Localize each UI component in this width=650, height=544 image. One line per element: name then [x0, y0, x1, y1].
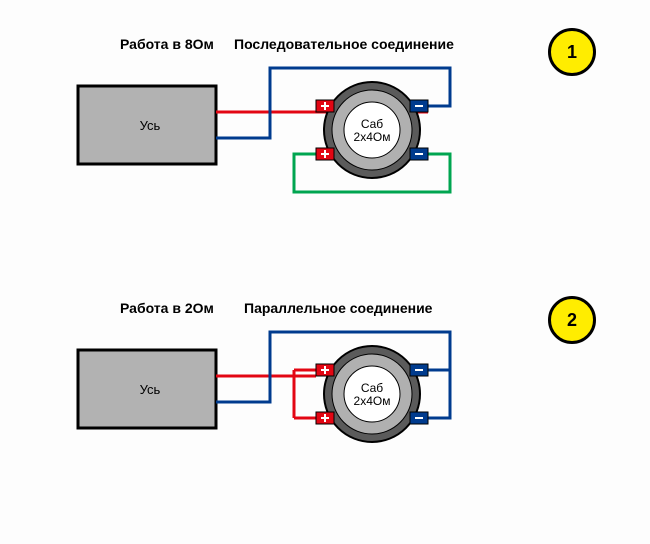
- circuit2-amp-label: Усь: [120, 382, 180, 397]
- circuit1-amp-label: Усь: [120, 118, 180, 133]
- circuit2-badge: 2: [548, 296, 596, 344]
- circuit1-badge: 1: [548, 28, 596, 76]
- circuit2-speaker-label: Саб2х4Ом: [348, 382, 396, 408]
- circuit1-title-left: Работа в 8Ом: [120, 36, 214, 52]
- circuit1-title-right: Последовательное соединение: [234, 36, 454, 52]
- circuit2-title-left: Работа в 2Ом: [120, 300, 214, 316]
- circuit1-speaker-label: Саб2х4Ом: [348, 118, 396, 144]
- wiring-diagram: [0, 0, 650, 544]
- circuit2-title-right: Параллельное соединение: [244, 300, 432, 316]
